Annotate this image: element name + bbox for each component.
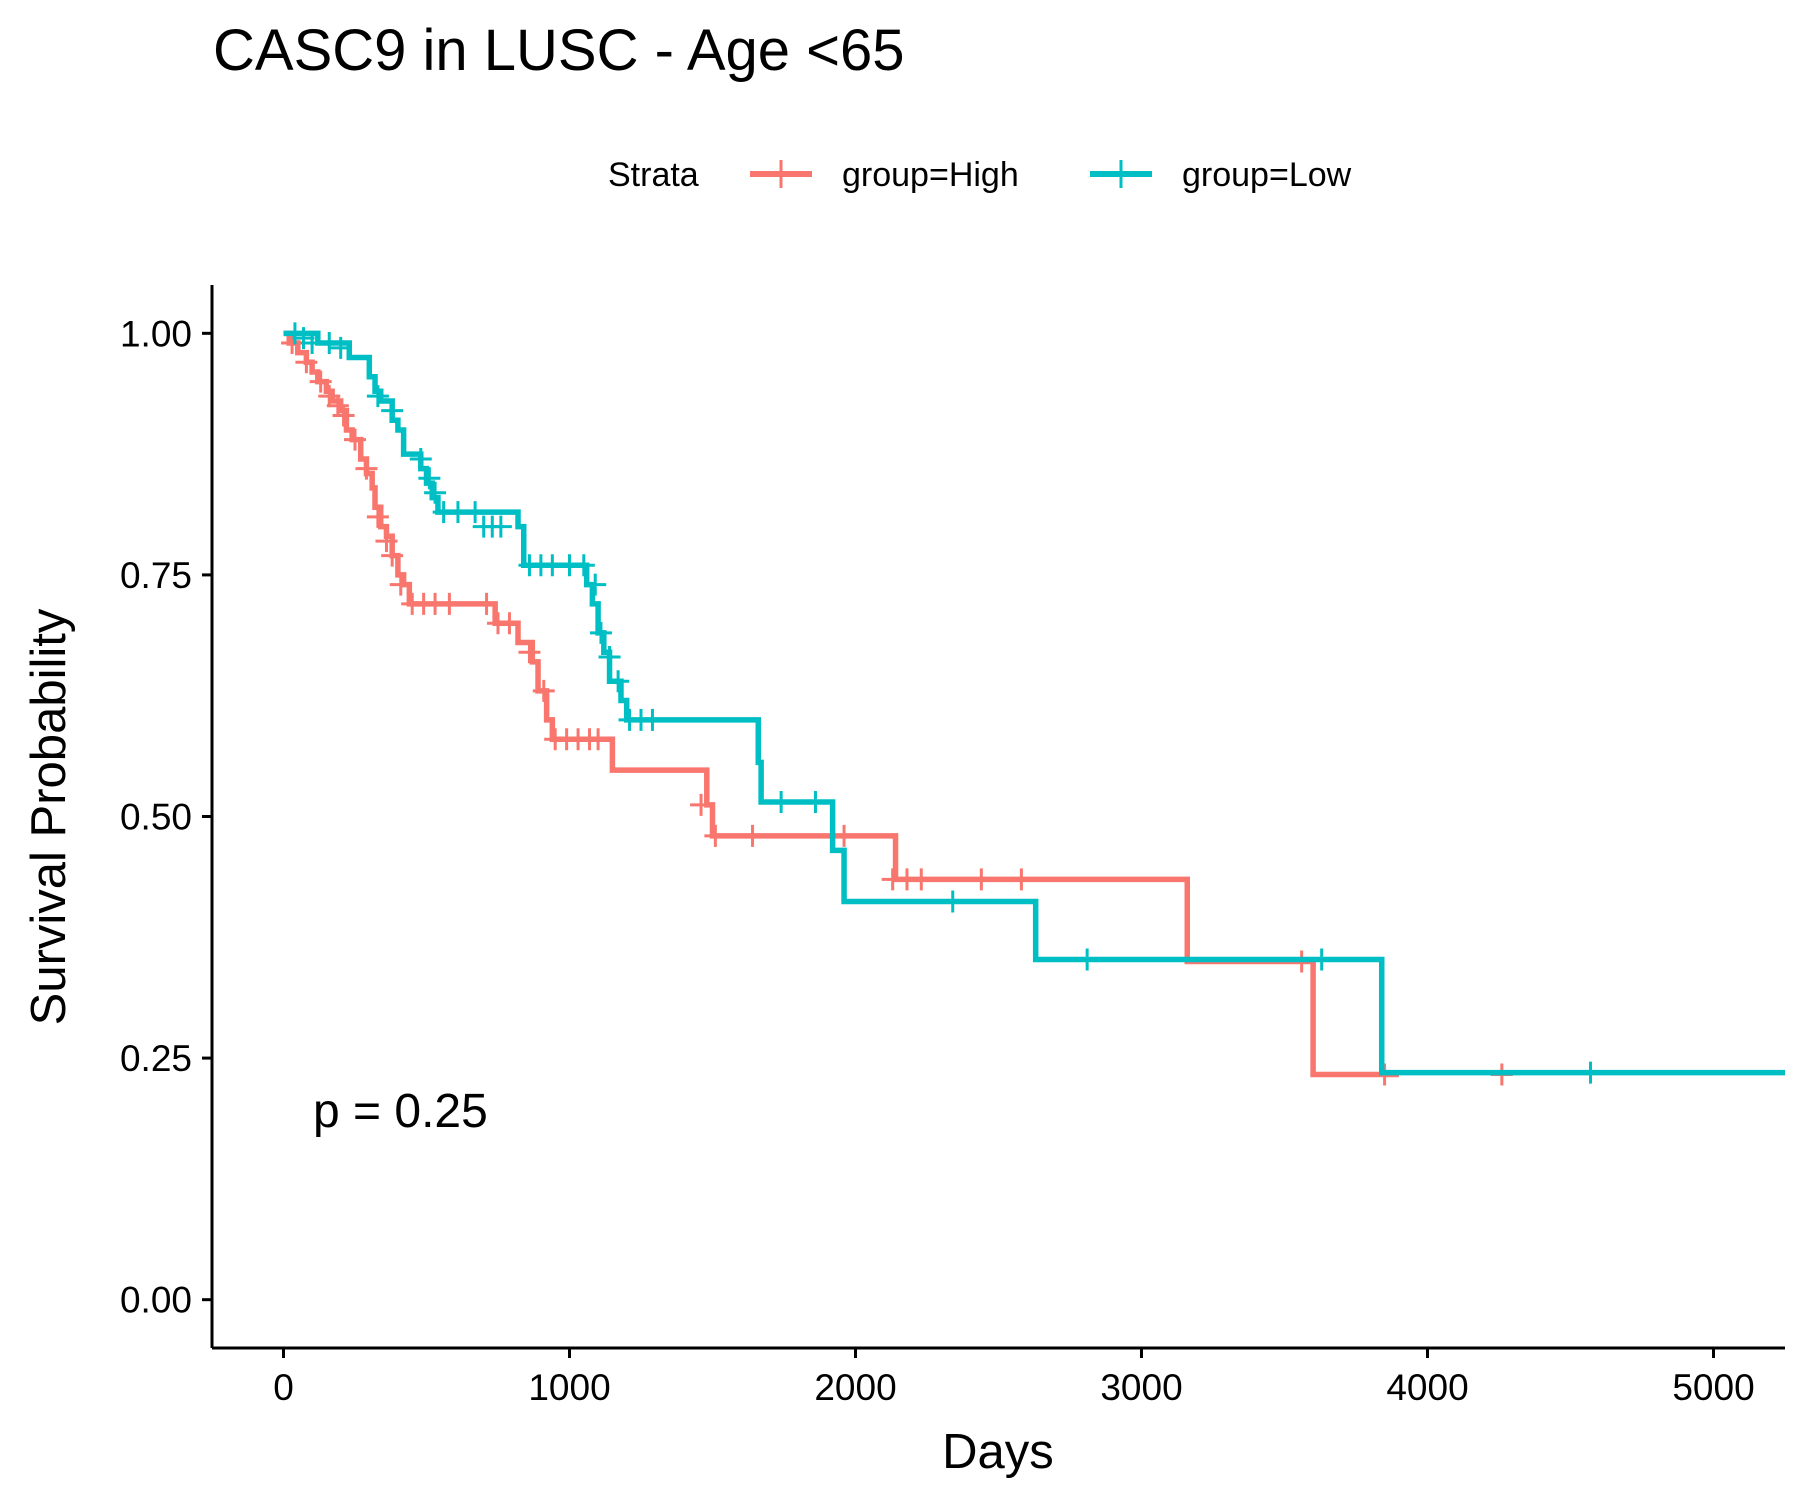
censor-mark-low xyxy=(424,481,447,504)
censor-mark-high xyxy=(518,641,541,664)
censor-mark-low xyxy=(572,554,595,577)
legend-item-high: group=High xyxy=(750,156,1019,194)
censor-mark-low xyxy=(366,385,389,408)
censor-mark-high xyxy=(389,573,412,596)
censor-mark-high xyxy=(970,868,993,891)
y-axis-title: Survival Probability xyxy=(22,608,76,1025)
censor-mark-low xyxy=(318,331,341,354)
y-axis-ticks: 0.00 0.25 0.50 0.75 1.00 xyxy=(120,313,212,1321)
censor-mark-high xyxy=(587,728,610,751)
censor-mark-low xyxy=(489,515,512,538)
y-tick-label: 0.00 xyxy=(120,1280,192,1321)
y-tick-label: 0.75 xyxy=(120,555,192,596)
legend-title: Strata xyxy=(608,156,699,194)
p-value-annotation: p = 0.25 xyxy=(313,1085,488,1138)
censor-mark-low xyxy=(607,670,630,693)
censor-mark-high xyxy=(704,824,727,847)
x-tick-label: 2000 xyxy=(814,1367,896,1408)
censor-mark-low xyxy=(941,890,964,913)
censor-mark-low xyxy=(464,501,487,524)
censor-mark-low xyxy=(641,708,664,731)
legend-item-low: group=Low xyxy=(1090,156,1352,194)
censor-mark-high xyxy=(332,404,355,427)
censor-mark-low xyxy=(804,791,827,814)
censor-mark-low xyxy=(770,791,793,814)
x-axis: 0 1000 2000 3000 4000 5000 Days xyxy=(212,1346,1785,1479)
censor-mark-low xyxy=(589,621,612,644)
censor-mark-high xyxy=(1010,868,1033,891)
censor-mark-low xyxy=(1076,948,1099,971)
censor-mark-low xyxy=(409,447,432,470)
y-tick-label: 1.00 xyxy=(120,313,192,354)
censor-mark-high xyxy=(366,505,389,528)
survival-curve-low xyxy=(283,330,1785,1076)
censor-mark-low xyxy=(329,336,352,359)
censor-mark-low xyxy=(418,467,441,490)
x-axis-ticks: 0 1000 2000 3000 4000 5000 xyxy=(273,1348,1755,1408)
censor-mark-high xyxy=(326,394,349,417)
censor-mark-high xyxy=(438,592,461,615)
y-tick-label: 0.50 xyxy=(120,797,192,838)
x-tick-label: 5000 xyxy=(1672,1367,1754,1408)
censor-mark-high xyxy=(344,428,366,451)
censor-mark-high xyxy=(532,679,555,702)
censor-mark-high xyxy=(833,824,856,847)
legend-label-high: group=High xyxy=(842,156,1019,194)
censor-mark-high xyxy=(375,530,398,553)
censor-mark-high xyxy=(295,351,318,374)
y-axis: 0.00 0.25 0.50 0.75 1.00 Survival Probabilit… xyxy=(22,285,214,1348)
censor-mark-low xyxy=(584,573,607,596)
survival-curve-high xyxy=(283,330,1399,1078)
censor-mark-high xyxy=(910,868,933,891)
x-tick-label: 3000 xyxy=(1100,1367,1182,1408)
series-high xyxy=(281,330,1513,1086)
x-axis-title: Days xyxy=(942,1425,1054,1479)
legend-label-low: group=Low xyxy=(1182,156,1352,194)
legend: Strata group=High group=Low xyxy=(608,156,1352,194)
censor-mark-low xyxy=(381,399,404,422)
chart-title: CASC9 in LUSC - Age <65 xyxy=(213,18,905,83)
y-tick-label: 0.25 xyxy=(120,1038,192,1079)
x-tick-label: 0 xyxy=(273,1367,294,1408)
censor-mark-low xyxy=(1579,1061,1602,1084)
censor-mark-high xyxy=(355,457,378,480)
x-tick-label: 1000 xyxy=(528,1367,610,1408)
censor-mark-low xyxy=(598,646,621,669)
plot-area xyxy=(281,322,1785,1086)
censor-mark-high xyxy=(741,824,764,847)
x-tick-label: 4000 xyxy=(1386,1367,1468,1408)
series-low xyxy=(283,322,1785,1084)
censor-mark-high xyxy=(309,370,332,393)
censor-mark-high xyxy=(381,544,404,567)
censor-mark-high xyxy=(498,612,521,635)
censor-mark-high xyxy=(475,592,498,615)
censor-mark-high xyxy=(690,793,713,816)
censor-mark-low xyxy=(1310,948,1333,971)
